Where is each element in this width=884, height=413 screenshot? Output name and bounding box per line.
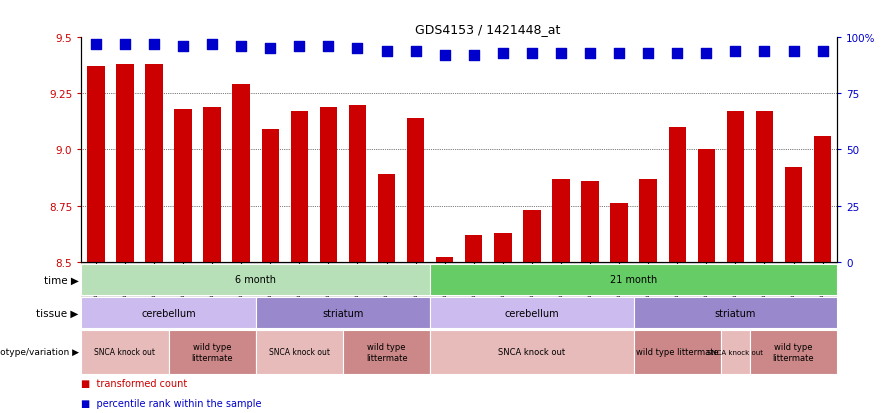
Point: [379, 48, 393, 55]
Point: [263, 46, 278, 52]
Text: wild type
littermate: wild type littermate: [191, 342, 233, 362]
Point: [350, 46, 364, 52]
Point: [293, 44, 307, 50]
Bar: [320, 107, 337, 262]
Text: SNCA knock out: SNCA knock out: [707, 349, 764, 355]
Bar: [377, 175, 395, 262]
Text: cerebellum: cerebellum: [505, 308, 560, 318]
Bar: [291, 112, 309, 262]
Point: [554, 50, 568, 57]
Bar: [262, 130, 279, 262]
Point: [147, 41, 161, 48]
Point: [118, 41, 132, 48]
Text: ■  percentile rank within the sample: ■ percentile rank within the sample: [81, 398, 262, 408]
Bar: [523, 211, 541, 262]
Bar: [232, 85, 250, 262]
Point: [699, 50, 713, 57]
Bar: [145, 65, 163, 262]
Bar: [639, 179, 657, 262]
Point: [728, 48, 743, 55]
Bar: [494, 233, 512, 262]
Bar: [720, 330, 750, 374]
Bar: [169, 330, 255, 374]
Bar: [116, 65, 133, 262]
Bar: [88, 67, 104, 262]
Text: genotype/variation ▶: genotype/variation ▶: [0, 348, 79, 356]
Text: ■  transformed count: ■ transformed count: [81, 378, 187, 388]
Point: [496, 50, 510, 57]
Point: [438, 52, 452, 59]
Point: [322, 44, 336, 50]
Point: [758, 48, 772, 55]
Bar: [582, 182, 598, 262]
Point: [670, 50, 684, 57]
Point: [583, 50, 597, 57]
Bar: [634, 297, 837, 328]
Text: GDS4153 / 1421448_at: GDS4153 / 1421448_at: [415, 23, 560, 36]
Text: SNCA knock out: SNCA knock out: [95, 348, 156, 356]
Bar: [750, 330, 837, 374]
Bar: [343, 330, 431, 374]
Bar: [814, 137, 831, 262]
Text: SNCA knock out: SNCA knock out: [269, 348, 330, 356]
Bar: [203, 107, 221, 262]
Bar: [431, 297, 634, 328]
Text: SNCA knock out: SNCA knock out: [499, 348, 566, 356]
Bar: [349, 105, 366, 262]
Point: [816, 48, 830, 55]
Bar: [756, 112, 774, 262]
Point: [88, 41, 103, 48]
Bar: [634, 330, 720, 374]
Point: [525, 50, 539, 57]
Text: 6 month: 6 month: [235, 275, 276, 285]
Bar: [174, 110, 192, 262]
Bar: [255, 330, 343, 374]
Point: [612, 50, 626, 57]
Point: [467, 52, 481, 59]
Bar: [81, 330, 169, 374]
Bar: [255, 297, 431, 328]
Point: [234, 44, 248, 50]
Text: time ▶: time ▶: [44, 275, 79, 285]
Bar: [431, 330, 634, 374]
Text: striatum: striatum: [323, 308, 363, 318]
Bar: [785, 168, 803, 262]
Text: wild type littermate: wild type littermate: [636, 348, 719, 356]
Bar: [611, 204, 628, 262]
Point: [787, 48, 801, 55]
Bar: [81, 264, 431, 295]
Bar: [431, 264, 837, 295]
Text: 21 month: 21 month: [610, 275, 658, 285]
Bar: [436, 258, 453, 262]
Text: cerebellum: cerebellum: [141, 308, 196, 318]
Text: tissue ▶: tissue ▶: [36, 308, 79, 318]
Point: [205, 41, 219, 48]
Bar: [697, 150, 715, 262]
Point: [408, 48, 423, 55]
Bar: [465, 235, 483, 262]
Text: striatum: striatum: [715, 308, 756, 318]
Bar: [552, 179, 569, 262]
Text: wild type
littermate: wild type littermate: [366, 342, 408, 362]
Bar: [727, 112, 744, 262]
Bar: [668, 128, 686, 262]
Point: [641, 50, 655, 57]
Bar: [81, 297, 255, 328]
Bar: [407, 119, 424, 262]
Point: [176, 44, 190, 50]
Text: wild type
littermate: wild type littermate: [773, 342, 814, 362]
